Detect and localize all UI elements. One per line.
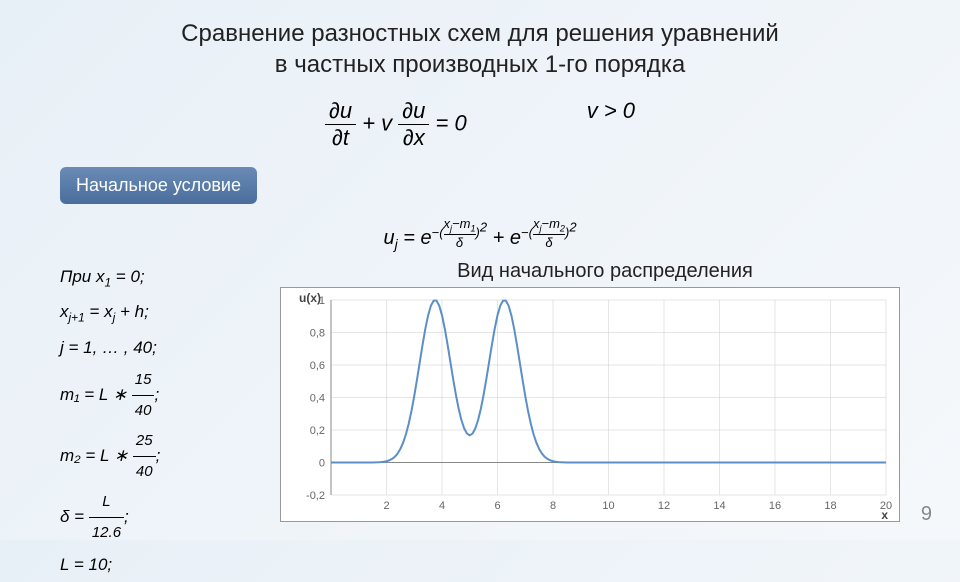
title-line-1: Сравнение разностных схем для решения ур… — [181, 20, 779, 47]
chart-svg: 2468101214161820-0,200,20,40,60,81u(x)x — [281, 288, 901, 523]
svg-text:0,4: 0,4 — [310, 393, 325, 405]
svg-text:u(x): u(x) — [299, 291, 321, 305]
svg-text:4: 4 — [439, 500, 445, 512]
slide-title: Сравнение разностных схем для решения ур… — [0, 0, 960, 88]
parameter-list: При x1 = 0; xj+1 = xj + h; j = 1, … , 40… — [60, 260, 270, 581]
svg-text:12: 12 — [658, 500, 670, 512]
svg-text:x: x — [881, 508, 888, 522]
pde-lhs: ∂u∂t + v ∂u∂x = 0 — [325, 98, 467, 151]
param-L: L = 10; — [60, 548, 270, 582]
pde-equation-row: ∂u∂t + v ∂u∂x = 0 v > 0 — [0, 98, 960, 151]
svg-text:16: 16 — [769, 500, 781, 512]
svg-text:0,8: 0,8 — [310, 328, 325, 340]
title-line-2: в частных производных 1-го порядка — [275, 51, 685, 78]
page-number: 9 — [921, 503, 932, 526]
chart-caption: Вид начального распределения — [280, 260, 930, 283]
param-x1: При x1 = 0; — [60, 260, 270, 295]
initial-condition-formula: uj = e−(xj−m1δ)2 + e−(xj−m2δ)2 — [0, 216, 960, 252]
svg-text:0,2: 0,2 — [310, 425, 325, 437]
svg-text:0: 0 — [319, 458, 325, 470]
pde-condition: v > 0 — [587, 98, 635, 151]
svg-text:-0,2: -0,2 — [306, 490, 325, 502]
param-recurrence: xj+1 = xj + h; — [60, 295, 270, 330]
svg-text:10: 10 — [602, 500, 614, 512]
initial-condition-badge: Начальное условие — [60, 167, 257, 204]
param-m2: m₂ = L ∗ 2540; — [60, 426, 270, 487]
param-m1: m₁ = L ∗ 1540; — [60, 365, 270, 426]
param-delta: δ = L12.6; — [60, 487, 270, 548]
svg-text:8: 8 — [550, 500, 556, 512]
svg-text:14: 14 — [713, 500, 725, 512]
chart-container: 2468101214161820-0,200,20,40,60,81u(x)x — [280, 287, 900, 522]
svg-text:18: 18 — [824, 500, 836, 512]
svg-text:0,6: 0,6 — [310, 360, 325, 372]
svg-text:2: 2 — [383, 500, 389, 512]
param-j-range: j = 1, … , 40; — [60, 331, 270, 365]
svg-text:6: 6 — [494, 500, 500, 512]
